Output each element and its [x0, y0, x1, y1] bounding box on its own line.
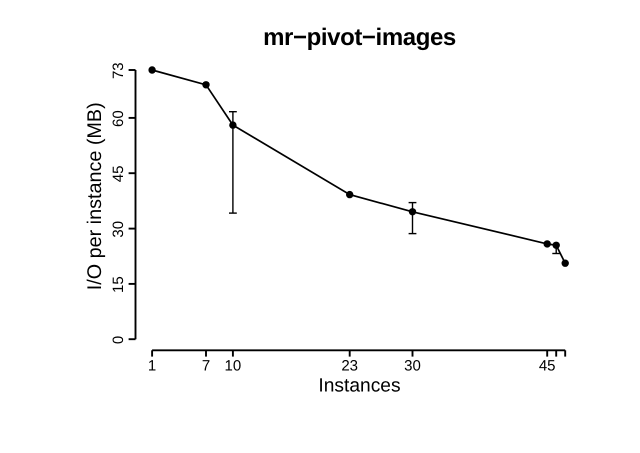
svg-text:10: 10 [225, 358, 242, 375]
svg-text:I/O per instance (MB): I/O per instance (MB) [84, 102, 106, 290]
svg-text:15: 15 [110, 276, 127, 293]
svg-text:45: 45 [110, 166, 127, 183]
svg-text:23: 23 [341, 358, 358, 375]
svg-text:1: 1 [148, 358, 156, 375]
svg-text:Instances: Instances [318, 376, 400, 397]
svg-text:mr−pivot−images: mr−pivot−images [263, 24, 456, 51]
svg-text:45: 45 [539, 358, 556, 375]
svg-text:30: 30 [404, 358, 421, 375]
svg-text:7: 7 [202, 358, 210, 375]
svg-text:73: 73 [110, 62, 127, 79]
svg-text:30: 30 [110, 221, 127, 238]
svg-text:60: 60 [110, 110, 127, 127]
svg-text:0: 0 [110, 336, 127, 344]
